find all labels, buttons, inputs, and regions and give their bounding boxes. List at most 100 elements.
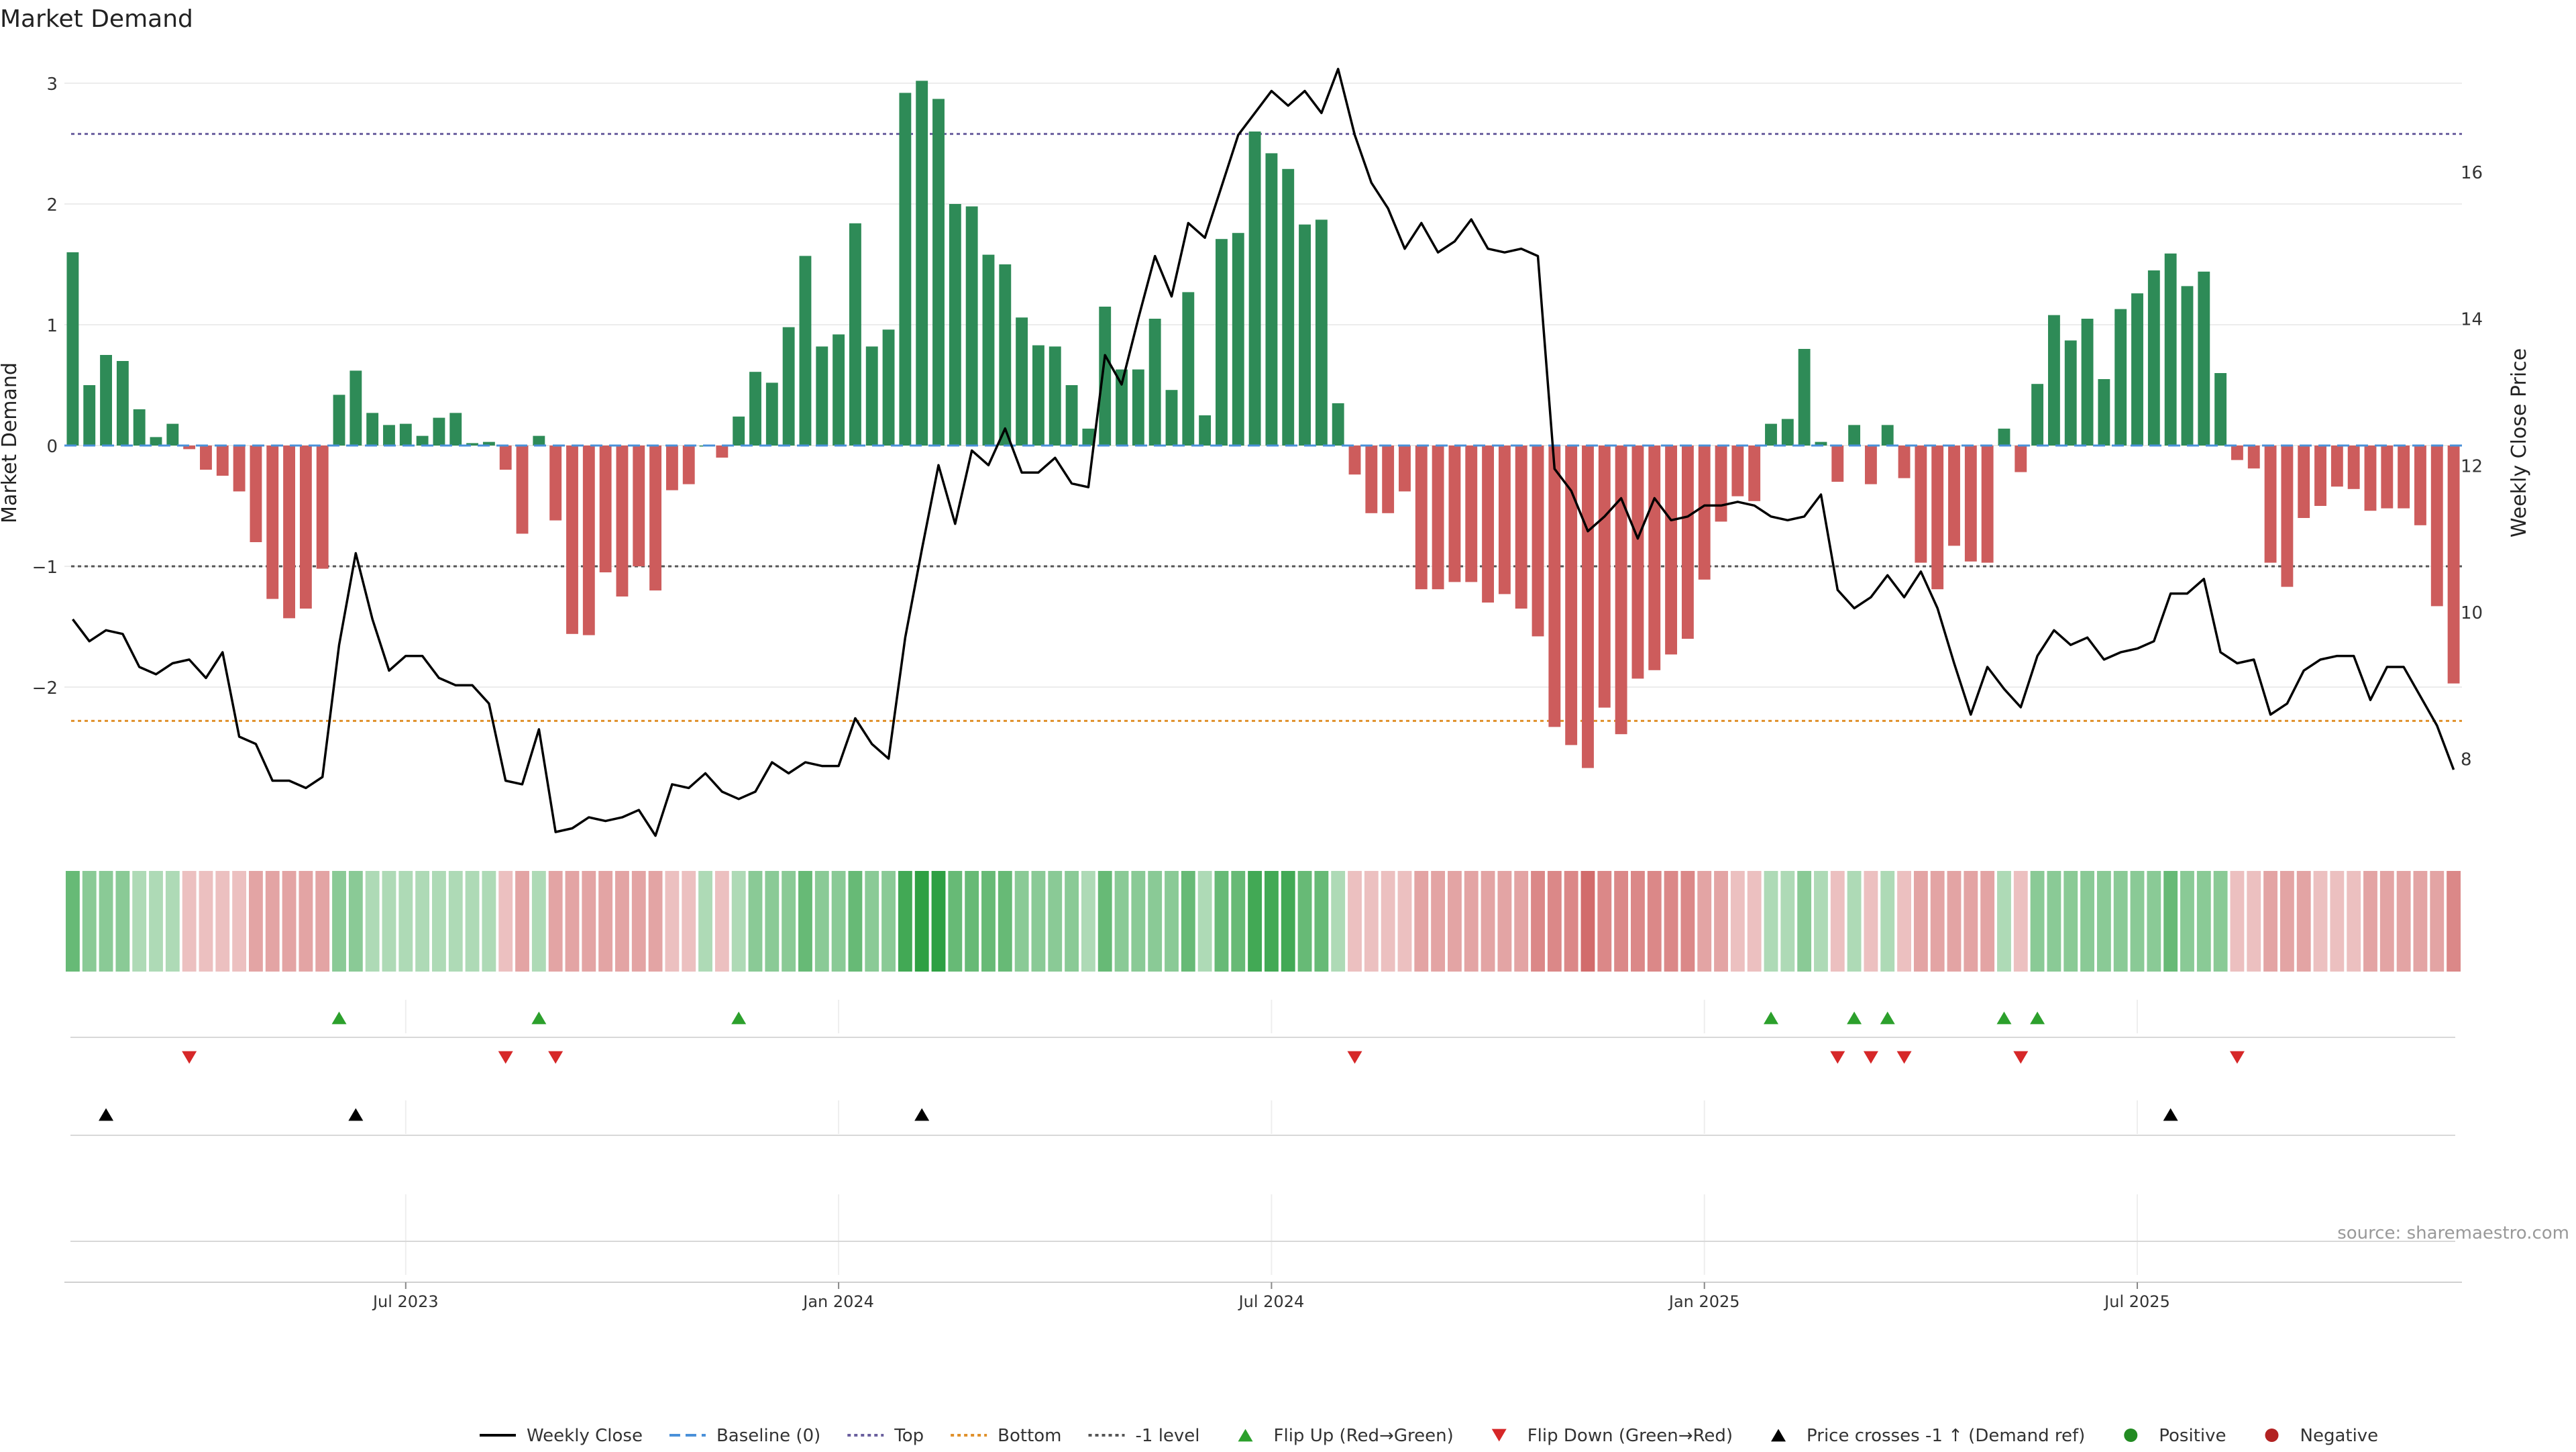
flip-down-marker	[1896, 1051, 1912, 1064]
demand-bar-negative	[599, 446, 612, 572]
demand-bar-positive	[1881, 425, 1894, 446]
demand-bar-positive	[2147, 270, 2160, 446]
heat-cell	[2396, 871, 2411, 972]
demand-bar-positive	[366, 413, 379, 446]
demand-bar-negative	[2231, 446, 2243, 460]
y-tick-label: 3	[46, 74, 58, 95]
heat-cell	[1930, 871, 1945, 972]
demand-bar-negative	[183, 446, 196, 450]
demand-bar-negative	[2430, 446, 2443, 607]
heat-cell	[448, 871, 463, 972]
demand-bar-negative	[1582, 446, 1594, 768]
heat-cell	[1031, 871, 1046, 972]
demand-bar-positive	[2098, 379, 2110, 446]
heat-cell	[1631, 871, 1645, 972]
heat-cell	[1297, 871, 1312, 972]
y-tick-label: −2	[32, 678, 58, 698]
price-cross-marker	[348, 1108, 364, 1121]
demand-bar-negative	[1915, 446, 1927, 563]
demand-bar-positive	[949, 204, 961, 446]
heat-cell	[149, 871, 163, 972]
source-label: source: sharemaestro.com	[2337, 1223, 2569, 1243]
demand-bar-positive	[833, 334, 845, 446]
demand-bar-negative	[1548, 446, 1561, 727]
demand-bar-negative	[2281, 446, 2294, 587]
heat-cell	[1880, 871, 1895, 972]
demand-bar-positive	[66, 252, 79, 446]
legend-label: Bottom	[998, 1426, 1061, 1446]
demand-bar-negative	[582, 446, 595, 635]
heat-cell	[132, 871, 147, 972]
heat-cell	[2213, 871, 2228, 972]
heat-cell	[1797, 871, 1812, 972]
demand-bar-negative	[1665, 446, 1678, 655]
heat-cell	[1547, 871, 1562, 972]
demand-bar-negative	[1532, 446, 1544, 637]
demand-bar-negative	[1615, 446, 1627, 735]
heat-cell	[315, 871, 330, 972]
demand-bar-positive	[433, 417, 445, 446]
legend-swatch-dot	[2124, 1429, 2138, 1442]
heat-cell	[1913, 871, 1928, 972]
demand-bar-negative	[649, 446, 662, 590]
heat-cell	[2180, 871, 2194, 972]
demand-bar-positive	[2114, 309, 2127, 446]
y2-tick-label: 10	[2461, 603, 2483, 623]
heat-cell	[631, 871, 646, 972]
heat-cell	[465, 871, 480, 972]
heat-cell	[2247, 871, 2261, 972]
heat-cell	[1997, 871, 2011, 972]
heat-cell	[948, 871, 963, 972]
heat-cell	[698, 871, 712, 972]
flip-down-marker	[2013, 1051, 2029, 1064]
demand-bar-positive	[1199, 415, 1212, 446]
demand-bar-negative	[1382, 446, 1395, 513]
demand-bar-positive	[1016, 317, 1028, 446]
flip-down-marker	[1863, 1051, 1878, 1064]
heat-cell	[2447, 871, 2461, 972]
demand-bar-negative	[2398, 446, 2410, 509]
heat-cell	[2313, 871, 2328, 972]
demand-bar-positive	[133, 409, 146, 446]
heat-cell	[82, 871, 97, 972]
demand-bar-negative	[233, 446, 246, 492]
heat-cell	[615, 871, 629, 972]
demand-bar-negative	[1348, 446, 1361, 475]
heat-cell	[199, 871, 213, 972]
heat-cell	[1248, 871, 1263, 972]
heat-cell	[1864, 871, 1878, 972]
demand-bar-negative	[633, 446, 645, 566]
heat-cell	[1531, 871, 1545, 972]
flip-down-marker	[548, 1051, 564, 1064]
demand-bar-negative	[2298, 446, 2310, 518]
heat-cell	[2363, 871, 2377, 972]
legend-label: Flip Down (Green→Red)	[1527, 1426, 1733, 1446]
y2-tick-label: 8	[2461, 750, 2472, 770]
demand-bar-positive	[749, 372, 761, 446]
x-tick-label: Jul 2024	[1238, 1292, 1305, 1311]
heat-cell	[682, 871, 696, 972]
heat-cell	[1414, 871, 1429, 972]
heat-cell	[1647, 871, 1662, 972]
demand-bar-negative	[1415, 446, 1428, 590]
demand-bar-positive	[965, 206, 978, 446]
heat-cell	[1664, 871, 1678, 972]
heat-cell	[1131, 871, 1146, 972]
heat-cell	[1464, 871, 1479, 972]
demand-bar-negative	[1365, 446, 1378, 513]
heat-cell	[531, 871, 546, 972]
y2-tick-label: 16	[2461, 163, 2483, 183]
heat-cell	[2430, 871, 2445, 972]
demand-bar-negative	[200, 446, 212, 470]
heat-cell	[1447, 871, 1462, 972]
chart-title: Market Demand	[0, 5, 193, 33]
heat-cell	[2113, 871, 2128, 972]
heat-cell	[2047, 871, 2061, 972]
heat-cell	[348, 871, 363, 972]
heat-cell	[2279, 871, 2294, 972]
demand-bar-negative	[1898, 446, 1911, 478]
demand-bar-negative	[1648, 446, 1661, 670]
demand-bar-negative	[1482, 446, 1494, 603]
flip-up-marker	[731, 1011, 747, 1025]
demand-bar-positive	[1216, 239, 1228, 446]
